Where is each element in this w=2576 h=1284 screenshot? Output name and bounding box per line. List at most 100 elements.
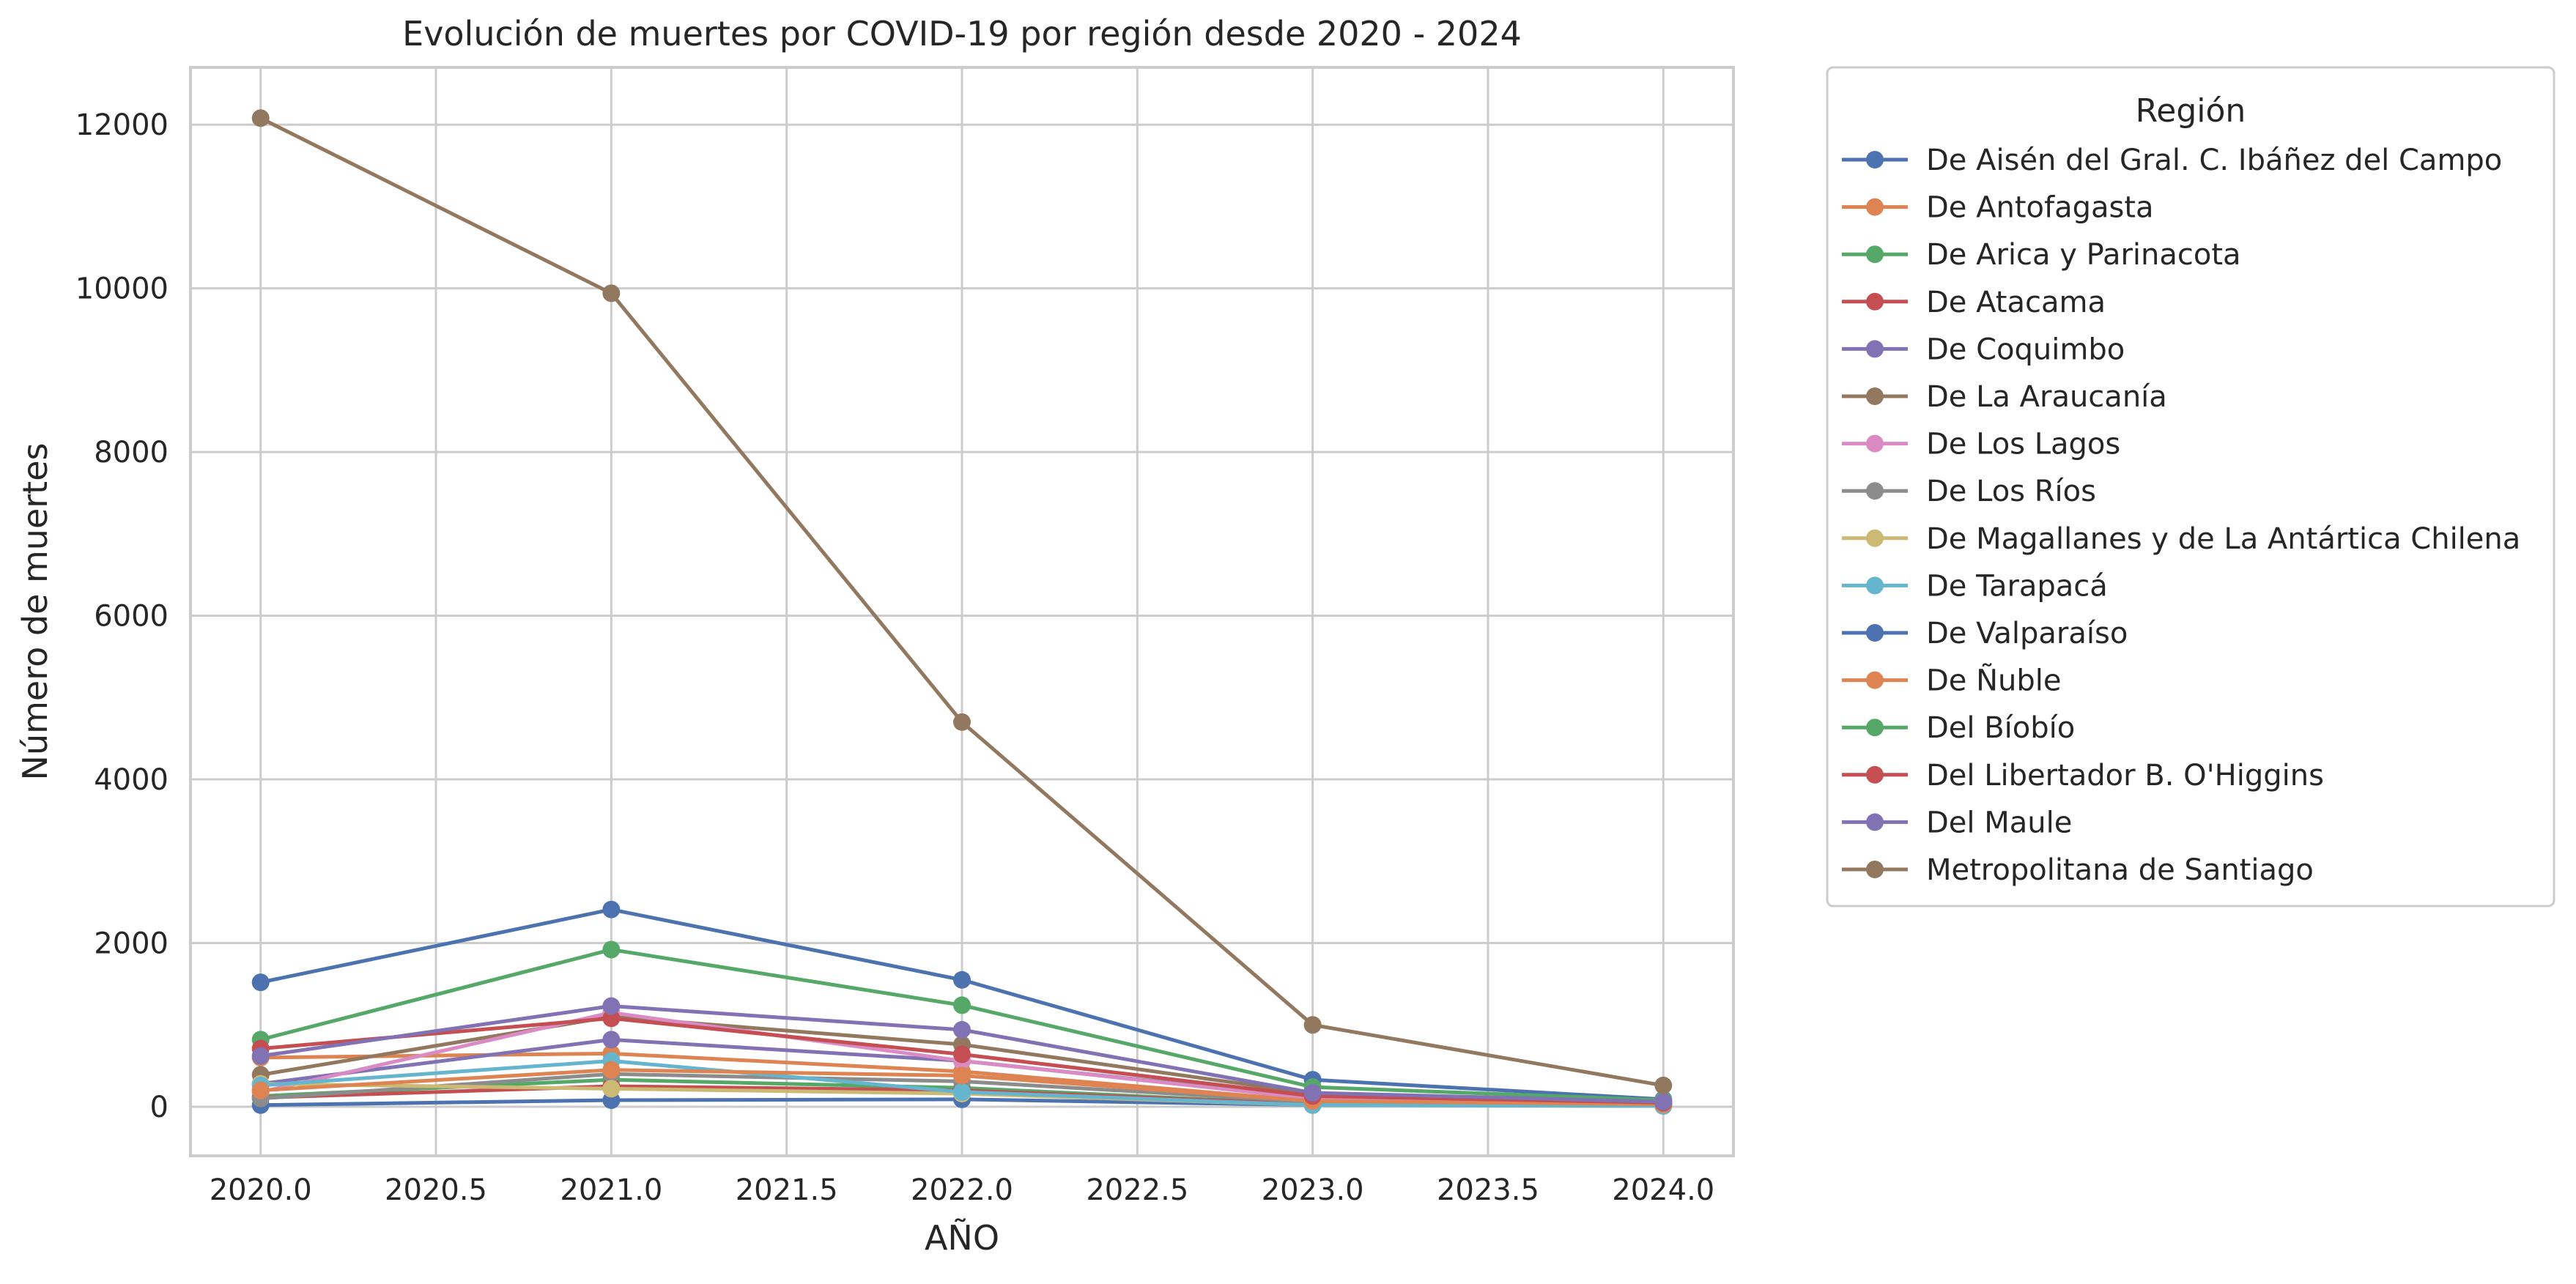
legend-item: De La Araucanía <box>1842 380 2167 414</box>
x-tick-label: 2024.0 <box>1612 1173 1714 1207</box>
legend-marker <box>1866 245 1884 264</box>
legend-item: De Valparaíso <box>1842 617 2128 650</box>
legend-item: De Magallanes y de La Antártica Chilena <box>1842 522 2520 556</box>
x-tick-label: 2022.0 <box>911 1173 1013 1207</box>
data-point <box>1654 1093 1673 1111</box>
legend-marker <box>1866 861 1884 878</box>
data-point <box>953 1020 971 1039</box>
legend-label: De Ñuble <box>1926 663 2062 698</box>
legend-item: De Aisén del Gral. C. Ibáñez del Campo <box>1842 144 2502 177</box>
legend-label: De Los Lagos <box>1926 428 2120 461</box>
x-tick-label: 2022.5 <box>1086 1173 1188 1207</box>
legend-marker <box>1866 576 1884 595</box>
y-tick-label: 12000 <box>75 108 169 142</box>
plot-frame <box>189 66 1735 1157</box>
legend-item: De Coquimbo <box>1842 333 2125 366</box>
series-metropolitana-de-santiago <box>251 109 1673 1094</box>
data-point <box>1303 1016 1322 1034</box>
legend-label: De Tarapacá <box>1926 569 2108 603</box>
legend-marker <box>1866 434 1884 453</box>
data-point <box>251 1081 270 1099</box>
legend-item: De Los Ríos <box>1842 475 2096 508</box>
y-tick-label: 8000 <box>94 436 169 470</box>
legend-label: De Antofagasta <box>1926 191 2154 225</box>
legend-box <box>1826 66 2555 908</box>
x-tick-label: 2023.0 <box>1262 1173 1364 1207</box>
y-tick-label: 6000 <box>94 600 169 634</box>
legend-item: Del Libertador B. O'Higgins <box>1842 759 2324 793</box>
legend-label: De Valparaíso <box>1926 617 2128 650</box>
legend-label: De Los Ríos <box>1926 475 2096 508</box>
legend-marker <box>1866 340 1884 358</box>
data-point <box>602 940 621 959</box>
data-point <box>602 1009 621 1028</box>
tick-layer: 2020.0 2020.5 2021.0 2021.5 2022.0 2022.5 2023… <box>75 108 1715 1207</box>
data-point <box>251 973 270 992</box>
legend-marker <box>1866 151 1884 168</box>
data-point <box>953 1066 971 1085</box>
data-point <box>953 713 971 731</box>
legend-item: Del Bíobío <box>1842 711 2075 745</box>
data-point <box>602 997 621 1015</box>
legend-item: De Tarapacá <box>1842 569 2108 603</box>
legend-title: Región <box>2136 92 2246 130</box>
legend-item: De Los Lagos <box>1842 428 2120 461</box>
legend-label: De Coquimbo <box>1926 333 2125 366</box>
legend-item: Del Maule <box>1842 806 2072 839</box>
legend-label: Metropolitana de Santiago <box>1926 853 2314 887</box>
legend-marker <box>1866 624 1884 642</box>
data-point <box>251 109 270 127</box>
data-point <box>1303 1083 1322 1102</box>
x-tick-label: 2020.5 <box>385 1173 487 1207</box>
legend-item: De Antofagasta <box>1842 191 2154 225</box>
data-point <box>953 971 971 989</box>
legend-marker <box>1866 387 1884 405</box>
y-tick-label: 4000 <box>94 763 169 797</box>
legend-label: De Magallanes y de La Antártica Chilena <box>1926 522 2520 556</box>
legend-label: De Arica y Parinacota <box>1926 238 2241 272</box>
data-point <box>953 996 971 1014</box>
data-point <box>602 284 621 303</box>
legend-label: Del Libertador B. O'Higgins <box>1926 759 2324 793</box>
legend-label: De Atacama <box>1926 286 2106 319</box>
data-point <box>602 1061 621 1079</box>
legend-item: Metropolitana de Santiago <box>1842 853 2314 887</box>
legend-label: Del Bíobío <box>1926 711 2075 745</box>
legend-marker <box>1866 813 1884 831</box>
legend: Región De Aisén del Gral. C. Ibáñez del … <box>1826 66 2555 908</box>
data-point <box>251 1047 270 1065</box>
x-tick-label: 2023.5 <box>1437 1173 1539 1207</box>
y-axis-label: Número de muertes <box>15 443 55 781</box>
y-tick-label: 10000 <box>75 272 169 306</box>
y-tick-label: 2000 <box>94 927 169 961</box>
legend-marker <box>1866 292 1884 311</box>
legend-label: Del Maule <box>1926 806 2072 839</box>
legend-marker <box>1866 765 1884 784</box>
legend-items: De Aisén del Gral. C. Ibáñez del Campo De… <box>1842 144 2520 887</box>
data-point <box>602 1080 621 1098</box>
series-layer <box>251 109 1673 1115</box>
data-point <box>953 1083 971 1101</box>
x-tick-label: 2021.5 <box>736 1173 838 1207</box>
series-del-maule <box>251 997 1673 1111</box>
y-tick-label: 0 <box>150 1091 169 1124</box>
x-axis-label: AÑO <box>925 1218 999 1258</box>
legend-marker <box>1866 671 1884 689</box>
data-point <box>953 1045 971 1064</box>
legend-marker <box>1866 482 1884 500</box>
legend-item: De Atacama <box>1842 286 2106 319</box>
legend-marker <box>1866 529 1884 547</box>
x-tick-label: 2021.0 <box>560 1173 662 1207</box>
data-point <box>602 1031 621 1049</box>
legend-marker <box>1866 719 1884 737</box>
chart-title: Evolución de muertes por COVID-19 por re… <box>402 14 1522 53</box>
legend-label: De La Araucanía <box>1926 380 2167 414</box>
x-tick-label: 2020.0 <box>210 1173 312 1207</box>
data-point <box>1654 1076 1673 1094</box>
data-point <box>602 900 621 919</box>
legend-label: De Aisén del Gral. C. Ibáñez del Campo <box>1926 144 2502 177</box>
legend-marker <box>1866 198 1884 216</box>
legend-item: De Ñuble <box>1842 663 2062 698</box>
